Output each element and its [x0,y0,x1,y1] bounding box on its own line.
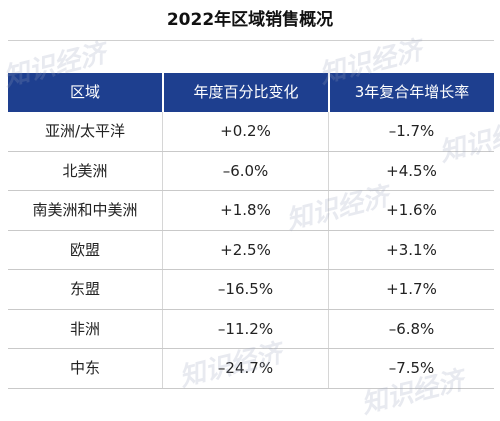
cell-annual-change: –11.2% [162,309,328,348]
table-row: 南美洲和中美洲 +1.8% +1.6% [8,191,494,231]
table-row: 北美洲 –6.0% +4.5% [8,151,494,191]
table-header: 区域 年度百分比变化 3年复合年增长率 [8,73,494,112]
cell-cagr: –1.7% [328,112,494,151]
cell-region: 亚洲/太平洋 [44,122,126,140]
cell-cagr: +4.5% [328,151,494,190]
cell-cagr: +1.7% [328,270,494,309]
cell-annual-change: –24.7% [162,349,328,388]
cell-region: 欧盟 [69,240,100,259]
cell-region: 东盟 [69,280,100,298]
cell-cagr: –6.8% [328,309,494,348]
cell-annual-change: +2.5% [162,230,328,269]
cell-annual-change: +0.2% [162,112,328,151]
header-cagr: 3年复合年增长率 [328,73,494,112]
cell-annual-change: –6.0% [162,151,328,190]
sales-table: 区域 年度百分比变化 3年复合年增长率 亚洲/太平洋 +0.2% –1.7% 北… [8,73,494,389]
header-region: 区域 [69,83,100,101]
header-annual-change: 年度百分比变化 [162,73,328,112]
cell-cagr: –7.5% [328,349,494,388]
cell-cagr: +1.6% [328,191,494,230]
cell-annual-change: –16.5% [162,270,328,309]
title-divider [8,40,494,41]
table-title: 2022年区域销售概况 [166,10,334,30]
table-row: 中东 –24.7% –7.5% [8,349,494,389]
table-row: 欧盟 +2.5% +3.1% [8,230,494,270]
table-row: 东盟 –16.5% +1.7% [8,270,494,310]
cell-region: 南美洲和中美洲 [32,201,138,219]
cell-region: 中东 [69,359,100,377]
cell-region: 北美洲 [62,161,108,180]
cell-cagr: +3.1% [328,230,494,269]
table-row: 非洲 –11.2% –6.8% [8,309,494,349]
cell-annual-change: +1.8% [162,191,328,230]
table-row: 亚洲/太平洋 +0.2% –1.7% [8,112,494,152]
cell-region: 非洲 [69,319,100,338]
